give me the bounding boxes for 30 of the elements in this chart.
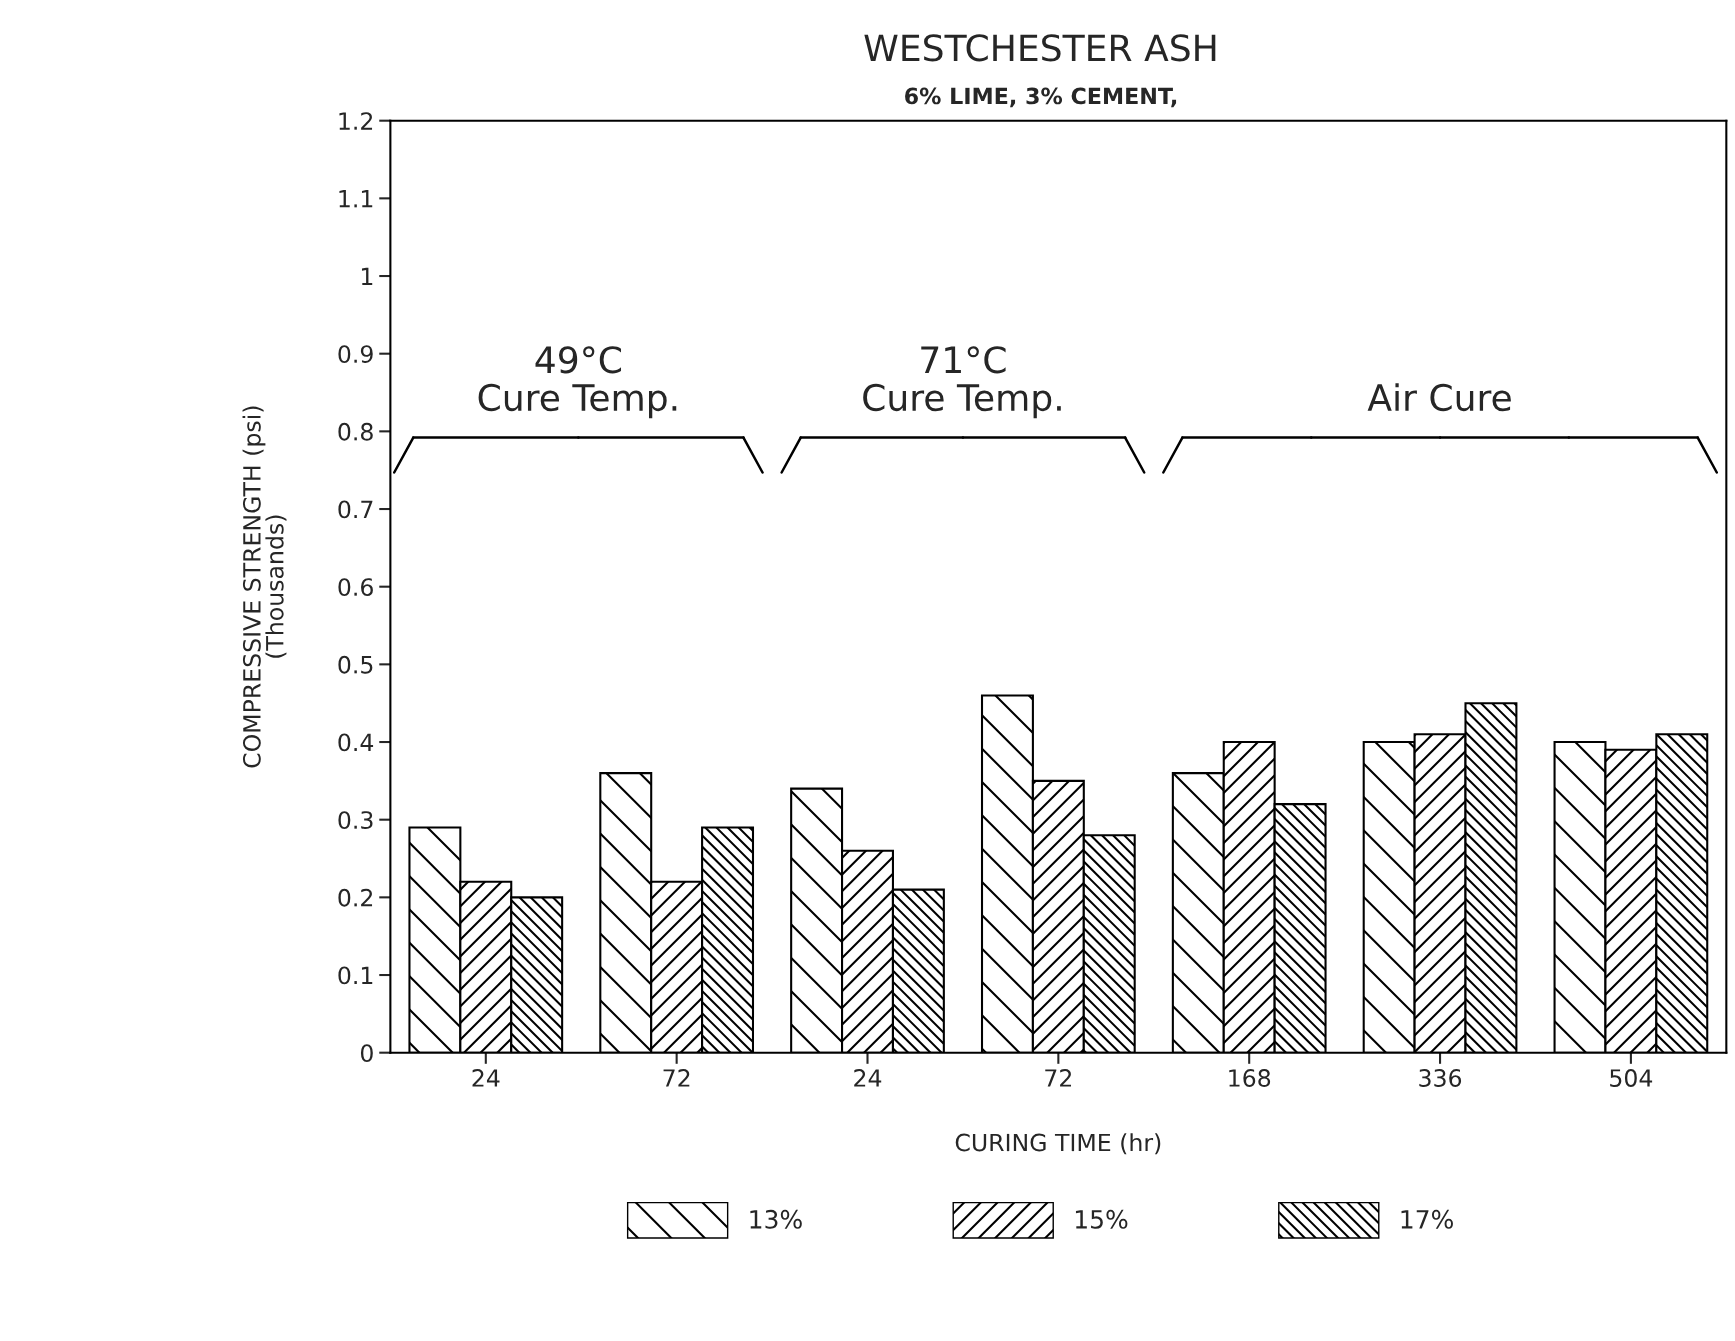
y-tick-label: 1.2 <box>339 112 373 130</box>
y-tick-label: 0.1 <box>338 966 373 985</box>
y-tick-label: 0.9 <box>338 345 373 363</box>
y-tick-label: 0.6 <box>338 578 373 596</box>
annotation: 71°C Cure Temp. <box>863 346 1061 419</box>
x-tick-label: 168 <box>1229 1069 1271 1087</box>
y-tick-label: 0.4 <box>338 733 374 752</box>
annotation: Air Cure <box>1367 383 1511 412</box>
y-tick-label: 0.8 <box>338 422 373 441</box>
legend-label: 13% <box>750 1209 802 1229</box>
y-tick-label: 0.5 <box>338 655 373 674</box>
x-tick-label: 72 <box>663 1069 690 1087</box>
x-tick-label: 24 <box>472 1069 500 1087</box>
y-tick-label: 0.2 <box>338 888 373 907</box>
y-axis-title: COMPRESSIVE STRENGTH (psi) (Thousands) <box>242 406 287 768</box>
annotation: 49°C Cure Temp. <box>478 346 677 419</box>
x-axis-title: CURING TIME (hr) <box>955 1133 1161 1155</box>
legend-label: 17% <box>1401 1209 1453 1229</box>
chart-title: WESTCHESTER ASH <box>864 34 1216 62</box>
x-tick-label: 504 <box>1610 1069 1653 1087</box>
y-tick-label: 0.7 <box>338 500 373 519</box>
x-tick-label: 72 <box>1045 1069 1072 1087</box>
y-tick-label: 0 <box>360 1044 373 1062</box>
x-tick-label: 24 <box>854 1069 882 1087</box>
legend-label: 15% <box>1075 1209 1128 1229</box>
y-tick-label: 1.1 <box>339 190 373 208</box>
x-tick-label: 336 <box>1419 1069 1462 1087</box>
chart-subtitle: 6% LIME, 3% CEMENT, <box>905 87 1177 108</box>
y-tick-label: 0.3 <box>338 811 373 829</box>
y-tick-label: 1 <box>361 267 373 285</box>
